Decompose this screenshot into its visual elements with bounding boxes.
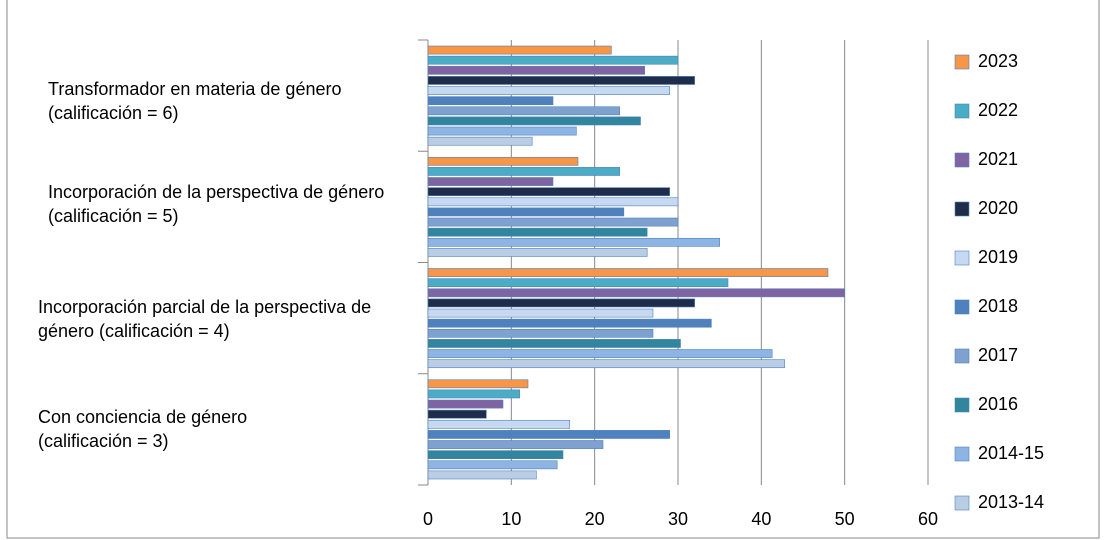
bar <box>427 65 645 75</box>
legend-label: 2018 <box>978 296 1018 316</box>
bar <box>427 237 720 247</box>
legend-label: 2019 <box>978 247 1018 267</box>
bar <box>427 278 729 288</box>
legend-label: 2014-15 <box>978 443 1044 463</box>
bar <box>427 308 654 318</box>
category-label: Con conciencia de género (calificación =… <box>38 407 248 451</box>
legend-label: 2023 <box>978 51 1018 71</box>
legend-swatch <box>954 152 970 168</box>
bar <box>427 248 648 257</box>
bar <box>427 389 520 399</box>
legend-label: 2021 <box>978 149 1018 169</box>
bar <box>427 419 570 429</box>
bar <box>427 460 558 470</box>
legend-label: 2016 <box>978 394 1018 414</box>
bar <box>427 207 625 217</box>
bar <box>427 86 670 95</box>
bar <box>427 288 845 298</box>
legend-swatch <box>954 250 970 266</box>
legend-swatch <box>954 397 970 413</box>
bar <box>427 298 695 308</box>
x-tick-label: 50 <box>835 509 855 529</box>
bar <box>427 227 648 237</box>
bar <box>427 359 785 369</box>
x-tick-label: 10 <box>501 509 521 529</box>
legend-swatch <box>954 103 970 119</box>
chart-border <box>6 0 1100 539</box>
legend-swatch <box>954 348 970 364</box>
bar <box>427 318 712 328</box>
legend-swatch <box>954 495 970 511</box>
bar <box>427 339 681 348</box>
bar <box>427 167 620 176</box>
x-tick-label: 0 <box>423 509 433 529</box>
bar <box>427 328 654 338</box>
category-label: Transformador en materia de género (cali… <box>48 79 342 123</box>
category-label: Incorporación de la perspectiva de géner… <box>48 182 385 226</box>
x-tick-label: 20 <box>585 509 605 529</box>
legend-swatch <box>954 54 970 70</box>
category-label: Incorporación parcial de la perspectiva … <box>38 297 372 341</box>
bar <box>427 116 641 126</box>
bar <box>427 45 612 55</box>
bar <box>427 55 679 65</box>
bar <box>427 126 577 136</box>
bar <box>427 440 604 449</box>
bar <box>427 379 529 389</box>
legend-swatch <box>954 299 970 315</box>
legend-label: 2020 <box>978 198 1018 218</box>
bar <box>427 470 537 480</box>
legend-label: 2013-14 <box>978 492 1044 512</box>
bar <box>427 450 564 460</box>
bar <box>427 349 773 358</box>
bar <box>427 96 554 106</box>
legend-label: 2017 <box>978 345 1018 365</box>
bar <box>427 197 679 207</box>
bar <box>427 409 487 419</box>
x-tick-label: 40 <box>751 509 771 529</box>
legend-label: 2022 <box>978 100 1018 120</box>
bar <box>427 187 670 197</box>
x-tick-label: 60 <box>918 509 938 529</box>
bar <box>427 177 554 186</box>
legend-swatch <box>954 201 970 217</box>
bar <box>427 268 829 277</box>
bar <box>427 76 695 85</box>
bar <box>427 430 670 439</box>
bar <box>427 399 504 409</box>
bar <box>427 217 679 227</box>
x-tick-label: 30 <box>668 509 688 529</box>
bar <box>427 156 579 166</box>
bar <box>427 106 620 116</box>
bar <box>427 136 533 146</box>
legend-swatch <box>954 446 970 462</box>
